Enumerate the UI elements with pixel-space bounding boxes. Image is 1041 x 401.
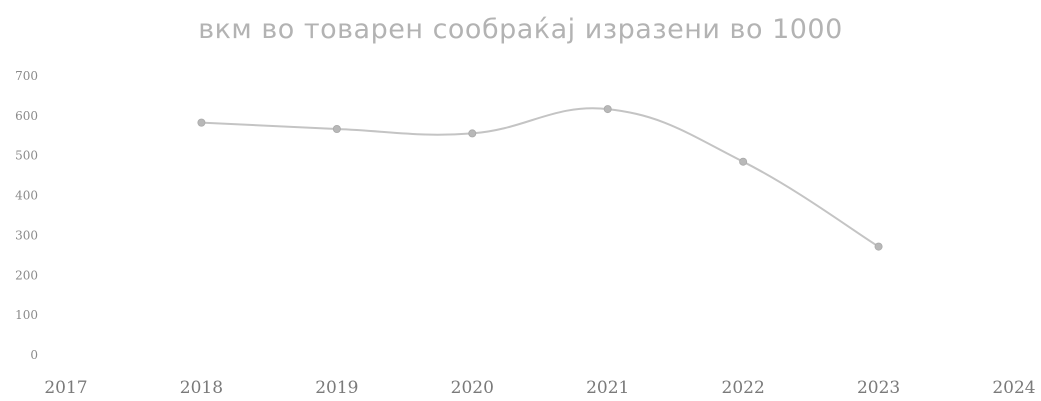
x-tick-label: 2024 [992,378,1035,398]
x-tick-label: 2017 [44,378,87,398]
data-point [739,157,748,166]
y-tick-label: 200 [15,268,38,282]
x-tick-label: 2019 [315,378,358,398]
data-point [197,118,206,127]
y-tick-label: 400 [15,189,38,203]
y-tick-label: 600 [15,109,38,123]
x-tick-label: 2021 [586,378,629,398]
data-point [603,105,612,114]
y-tick-label: 700 [15,69,38,83]
data-point [874,242,883,251]
y-tick-label: 500 [15,149,38,163]
data-point [332,125,341,134]
x-tick-label: 2022 [722,378,765,398]
y-tick-label: 100 [15,308,38,322]
chart-title: вкм во товарен сообраќај изразени во 100… [198,14,843,45]
x-tick-label: 2023 [857,378,900,398]
x-tick-label: 2018 [180,378,223,398]
x-tick-label: 2020 [451,378,494,398]
y-tick-label: 300 [15,228,38,242]
y-tick-label: 0 [30,348,38,362]
series-line [201,107,880,248]
data-point [468,129,477,138]
